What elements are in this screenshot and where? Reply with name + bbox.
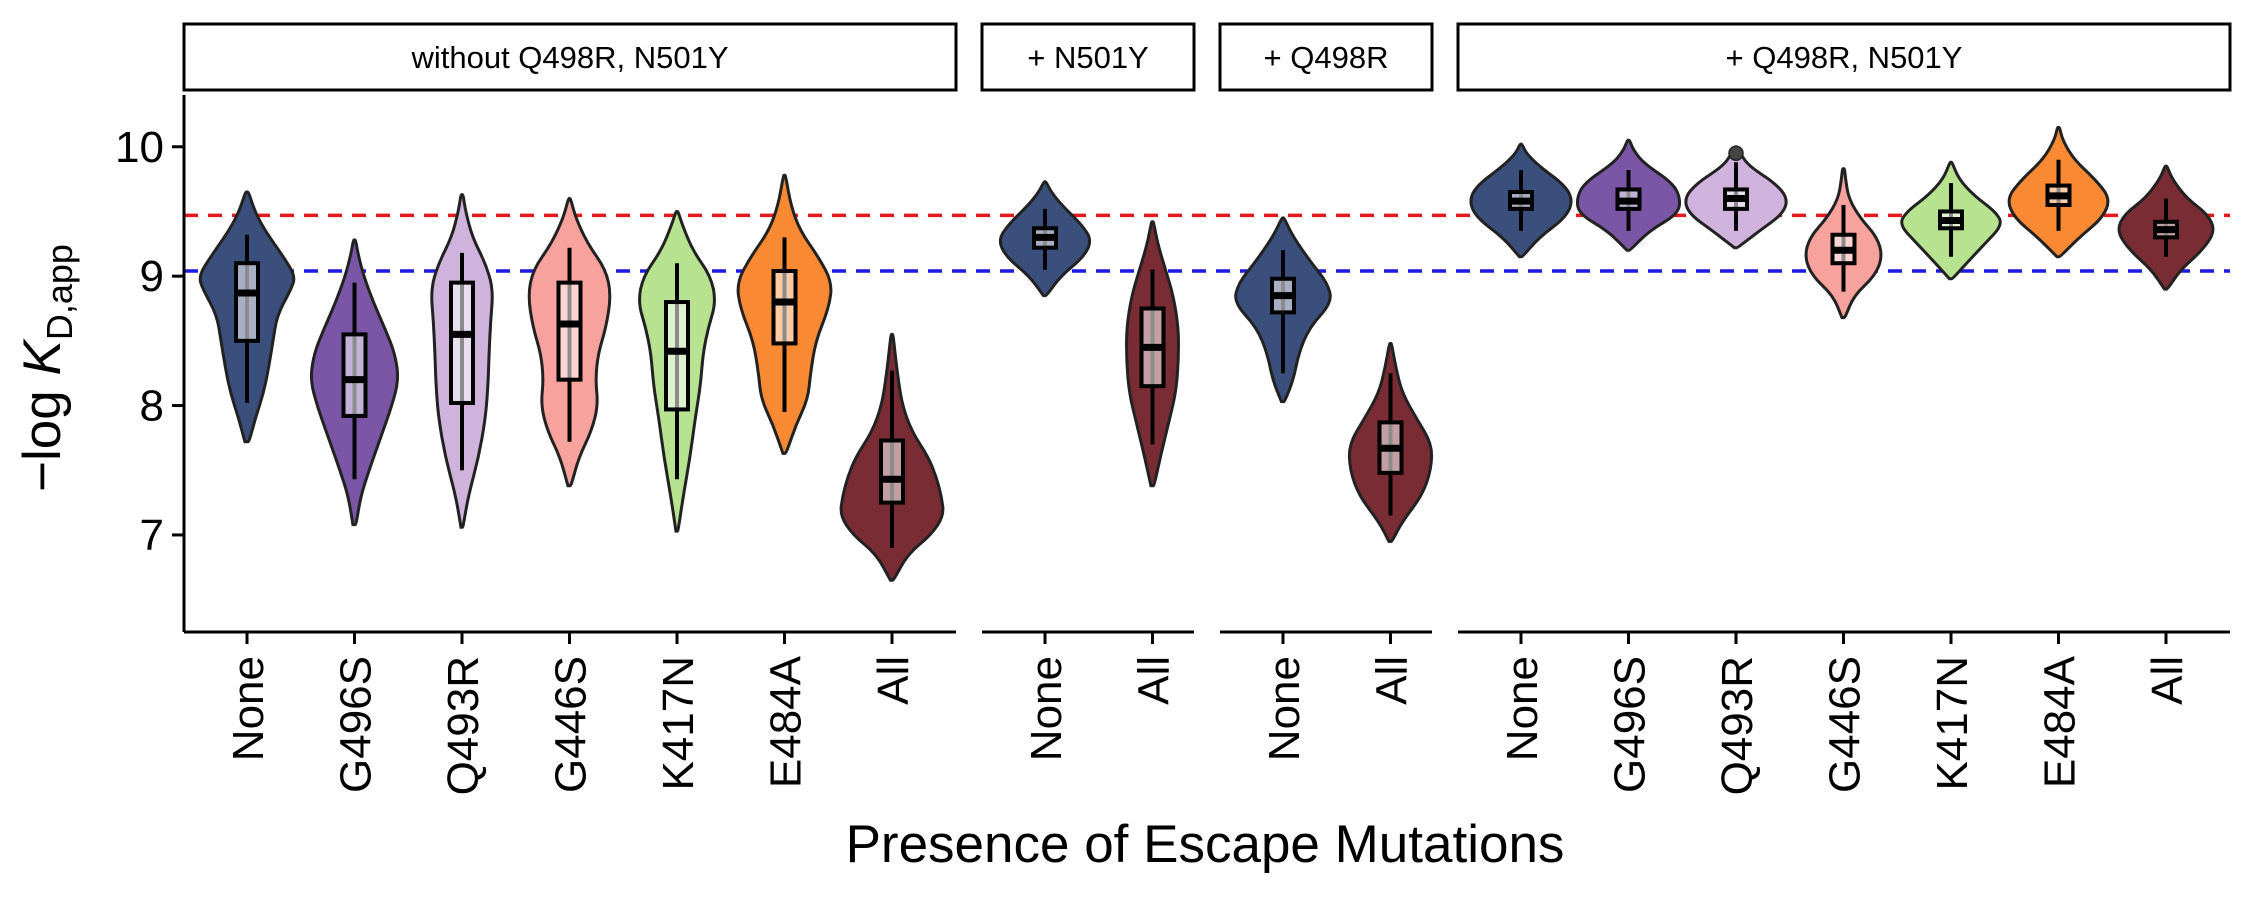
box-none — [234, 261, 260, 343]
box-e484a — [771, 268, 798, 346]
violin-group-none-panel-2 — [998, 180, 1092, 298]
x-tick-label-e484a: E484A — [762, 655, 811, 788]
x-tick-label-q493r: Q493R — [439, 656, 488, 795]
violin-group-k417n-panel-1 — [638, 209, 716, 533]
violin-group-e484a-panel-4 — [2007, 125, 2110, 259]
violin-group-g496s-panel-4 — [1575, 138, 1682, 252]
x-tick-label-g446s: G446S — [547, 656, 596, 793]
y-tick-label-7: 7 — [140, 511, 164, 560]
x-tick-label-k417n: K417N — [654, 656, 703, 791]
violin-group-all-panel-4 — [2117, 164, 2215, 291]
panel-strip-label-3: + Q498R — [1264, 40, 1389, 75]
y-axis-title-italic: K — [13, 338, 72, 376]
violins-layer — [198, 125, 2215, 582]
panel-strip-2 — [980, 22, 1196, 92]
violin-group-g446s-panel-4 — [1804, 167, 1883, 320]
x-tick-label-g496s: G496S — [332, 656, 381, 793]
axes-layer: 7 8 9 10 None G496S Q493R G446S K417N E484A All Non… — [115, 95, 2230, 795]
x-tick-label-none: None — [224, 656, 273, 761]
x-tick-label-all: All — [2143, 656, 2192, 705]
violin-group-none-panel-1 — [198, 190, 296, 444]
x-tick-label-all: All — [869, 656, 918, 705]
violin-group-k417n-panel-4 — [1900, 160, 2002, 281]
panel-strips-layer: without Q498R, N501Y + N501Y + Q498R + Q498… — [182, 22, 2232, 92]
violin-group-none-panel-4 — [1469, 142, 1573, 259]
x-tick-label-all: All — [1368, 656, 1417, 705]
panel-strip-label-1: without Q498R, N501Y — [410, 40, 728, 75]
panel-strip-3 — [1218, 22, 1434, 92]
violin-group-all-panel-2 — [1124, 220, 1181, 488]
x-tick-label-q493r: Q493R — [1713, 656, 1762, 795]
panel-strip-1 — [182, 22, 958, 92]
y-tick-label-9: 9 — [140, 252, 164, 301]
y-axis-title-main: −log — [13, 376, 72, 492]
reference-lines-layer — [184, 213, 2230, 273]
x-tick-label-g496s: G496S — [1606, 656, 1655, 793]
panel-strip-label-2: + N501Y — [1027, 40, 1149, 75]
box-q493r — [449, 280, 475, 405]
violin-group-q493r-panel-4 — [1684, 145, 1788, 250]
x-tick-label-g446s: G446S — [1821, 656, 1870, 793]
violin-group-all-panel-3 — [1347, 341, 1434, 543]
x-tick-label-none: None — [1498, 656, 1547, 761]
box-all — [879, 438, 905, 505]
violin-group-g446s-panel-1 — [527, 197, 612, 488]
x-tick-label-e484a: E484A — [2036, 655, 2085, 788]
violin-group-e484a-panel-1 — [736, 173, 833, 455]
panel-strip-4 — [1456, 22, 2232, 92]
box-g496s — [341, 332, 368, 418]
panel-strip-label-4: + Q498R, N501Y — [1726, 40, 1963, 75]
violin-group-q493r-panel-1 — [430, 193, 494, 529]
y-tick-label-8: 8 — [140, 382, 164, 431]
box-g446s — [556, 280, 583, 382]
x-axis-title: Presence of Escape Mutations — [846, 815, 1565, 874]
x-tick-label-none: None — [1260, 656, 1309, 761]
x-tick-label-all: All — [1130, 656, 1179, 705]
x-tick-label-none: None — [1022, 656, 1071, 761]
labels-layer: Presence of Escape Mutations −log KD,app — [13, 244, 1564, 874]
violin-group-g496s-panel-1 — [309, 238, 400, 527]
y-axis-title-subscript: D,app — [39, 244, 80, 340]
box-k417n — [664, 300, 690, 412]
outlier-q493r — [1728, 145, 1744, 161]
violin-group-none-panel-3 — [1234, 216, 1332, 404]
violin-group-all-panel-1 — [839, 332, 945, 582]
y-tick-label-10: 10 — [115, 123, 164, 172]
y-axis-title: −log KD,app — [13, 244, 80, 492]
x-tick-label-k417n: K417N — [1928, 656, 1977, 791]
